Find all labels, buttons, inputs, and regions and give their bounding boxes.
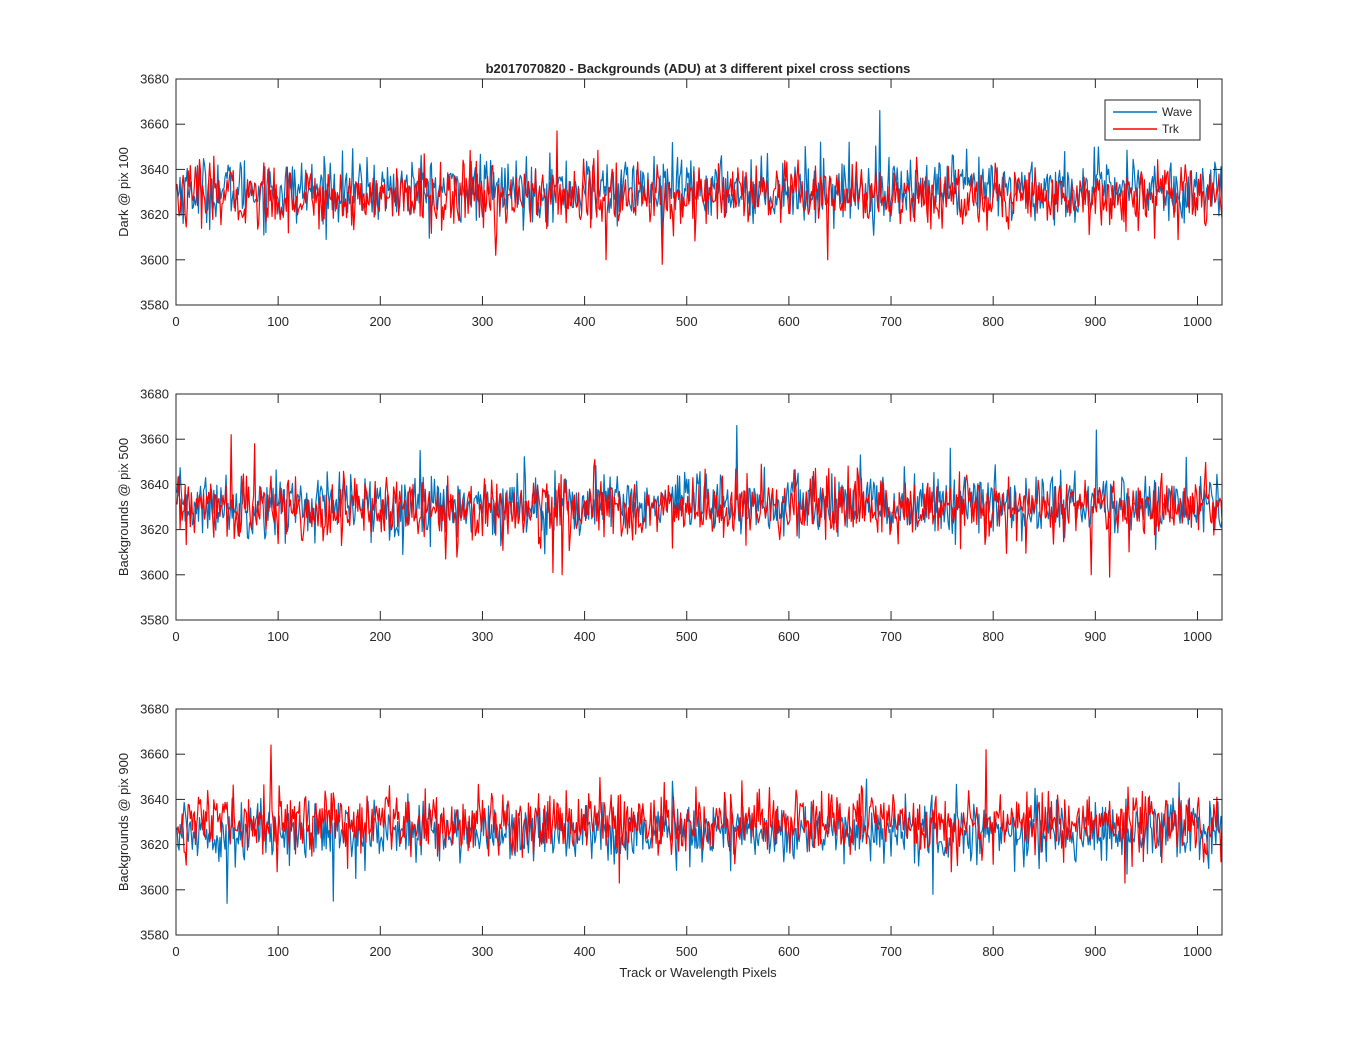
series-line-trk bbox=[176, 130, 1222, 265]
x-tick-label: 900 bbox=[1084, 314, 1106, 329]
legend: Wave Trk bbox=[1104, 99, 1201, 141]
x-tick-label: 400 bbox=[574, 944, 596, 959]
x-tick-label: 800 bbox=[982, 314, 1004, 329]
x-tick-label: 900 bbox=[1084, 629, 1106, 644]
x-tick-label: 200 bbox=[369, 314, 391, 329]
axes-box bbox=[175, 708, 1223, 936]
x-tick-label: 100 bbox=[267, 314, 289, 329]
series-line-wave bbox=[176, 425, 1222, 556]
x-tick-label: 500 bbox=[676, 629, 698, 644]
y-tick-label: 3580 bbox=[140, 298, 169, 313]
x-tick-label: 400 bbox=[574, 314, 596, 329]
y-axis-label: Backgrounds @ pix 500 bbox=[116, 438, 131, 576]
y-axis-label: Backgrounds @ pix 900 bbox=[116, 753, 131, 891]
x-tick-label: 600 bbox=[778, 944, 800, 959]
axes-box bbox=[175, 78, 1223, 306]
x-tick-label: 600 bbox=[778, 314, 800, 329]
x-tick-label: 700 bbox=[880, 944, 902, 959]
y-tick-label: 3600 bbox=[140, 252, 169, 267]
y-tick-label: 3580 bbox=[140, 928, 169, 943]
y-tick-label: 3640 bbox=[140, 477, 169, 492]
x-tick-label: 600 bbox=[778, 629, 800, 644]
plot-area bbox=[176, 425, 1222, 578]
y-axis-label: Dark @ pix 100 bbox=[116, 147, 131, 237]
x-tick-label: 1000 bbox=[1183, 314, 1212, 329]
series-line-trk bbox=[176, 744, 1222, 884]
x-tick-label: 500 bbox=[676, 944, 698, 959]
y-tick-label: 3620 bbox=[140, 522, 169, 537]
chart-panel-bottom: 0 100 200 300 400 500 600 700 800 900 1000 3580 3600… bbox=[116, 702, 1223, 959]
x-tick-label: 1000 bbox=[1183, 944, 1212, 959]
y-tick-label: 3640 bbox=[140, 162, 169, 177]
y-tick-label: 3620 bbox=[140, 837, 169, 852]
x-tick-label: 100 bbox=[267, 629, 289, 644]
x-tick-label: 0 bbox=[172, 629, 179, 644]
x-tick-label: 0 bbox=[172, 944, 179, 959]
y-tick-label: 3600 bbox=[140, 567, 169, 582]
x-tick-label: 300 bbox=[472, 629, 494, 644]
series-line-trk bbox=[176, 434, 1222, 578]
x-tick-label: 900 bbox=[1084, 944, 1106, 959]
y-tick-label: 3620 bbox=[140, 207, 169, 222]
chart-panel-top: 0 100 200 300 400 500 600 700 800 900 1000 3580 3600… bbox=[116, 72, 1223, 329]
legend-label-wave: Wave bbox=[1162, 105, 1193, 119]
x-tick-label: 800 bbox=[982, 944, 1004, 959]
x-tick-label: 200 bbox=[369, 629, 391, 644]
x-tick-label: 0 bbox=[172, 314, 179, 329]
y-tick-label: 3600 bbox=[140, 882, 169, 897]
legend-label-trk: Trk bbox=[1162, 122, 1180, 136]
x-tick-label: 700 bbox=[880, 314, 902, 329]
panels: 0 100 200 300 400 500 600 700 800 900 100035803600… bbox=[116, 72, 1223, 959]
plot-area bbox=[176, 110, 1222, 265]
x-tick-label: 400 bbox=[574, 629, 596, 644]
figure-title: b2017070820 - Backgrounds (ADU) at 3 dif… bbox=[486, 61, 911, 76]
y-tick-label: 3660 bbox=[140, 117, 169, 132]
x-tick-label: 700 bbox=[880, 629, 902, 644]
y-tick-label: 3660 bbox=[140, 432, 169, 447]
x-axis-label: Track or Wavelength Pixels bbox=[619, 965, 777, 980]
y-tick-label: 3640 bbox=[140, 792, 169, 807]
y-tick-label: 3580 bbox=[140, 613, 169, 628]
x-tick-label: 1000 bbox=[1183, 629, 1212, 644]
y-tick-label: 3660 bbox=[140, 747, 169, 762]
legend-box bbox=[1104, 99, 1201, 141]
y-tick-label: 3680 bbox=[140, 702, 169, 717]
chart-panel-middle: 0 100 200 300 400 500 600 700 800 900 1000 3580 3600… bbox=[116, 387, 1223, 644]
axes-box bbox=[175, 393, 1223, 621]
x-tick-label: 200 bbox=[369, 944, 391, 959]
plot-area bbox=[176, 744, 1222, 904]
x-tick-label: 800 bbox=[982, 629, 1004, 644]
y-tick-label: 3680 bbox=[140, 387, 169, 402]
x-tick-label: 100 bbox=[267, 944, 289, 959]
x-tick-label: 300 bbox=[472, 944, 494, 959]
x-tick-label: 500 bbox=[676, 314, 698, 329]
x-tick-label: 300 bbox=[472, 314, 494, 329]
y-tick-label: 3680 bbox=[140, 72, 169, 87]
